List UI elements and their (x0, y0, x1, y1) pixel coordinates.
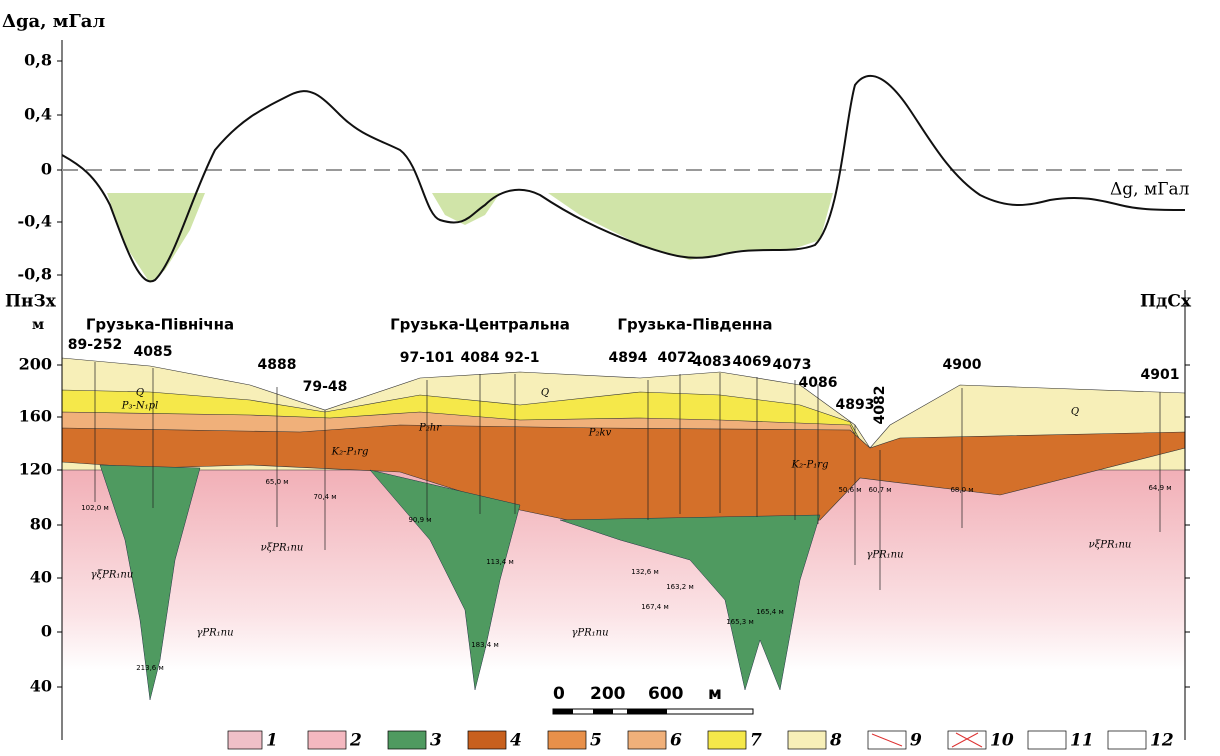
depth-label: 183,4 м (471, 641, 499, 649)
legend-swatch (388, 731, 426, 749)
well-label: 4083 (693, 354, 732, 370)
well-label: 4073 (773, 357, 812, 373)
negative-area (107, 193, 833, 283)
depth-label: 165,3 м (726, 618, 754, 626)
y-tick-label: 160 (19, 407, 52, 426)
depth-label: 167,4 м (641, 603, 669, 611)
y-tick-label: 0,8 (24, 51, 52, 70)
legend-number: 2 (349, 731, 362, 751)
rock-label: Q (541, 388, 549, 399)
well-label: 89-252 (68, 337, 123, 353)
scale-bar (553, 709, 753, 714)
y-tick-label: 200 (19, 355, 52, 374)
legend-swatch (788, 731, 826, 749)
rock-label: νξPR₁nu (261, 543, 304, 554)
legend-swatch (1108, 731, 1146, 749)
legend-number: 6 (670, 731, 682, 751)
depth-label: 165,4 м (756, 608, 784, 616)
legend-swatch (1028, 731, 1066, 749)
depth-label: 113,4 м (486, 558, 514, 566)
section: ПнЗх ПдСх м (5, 290, 1192, 740)
rock-label: Q (1071, 407, 1079, 418)
legend-swatch (548, 731, 586, 749)
y-tick-label: 40 (30, 568, 52, 587)
unit: м (32, 317, 44, 333)
rock-label: νξPR₁nu (1089, 540, 1132, 551)
depth-label: 68,0 м (950, 486, 973, 494)
legend-swatch (708, 731, 746, 749)
legend-number: 7 (750, 731, 762, 751)
y-tick-label: 0 (41, 160, 52, 179)
legend-number: 1 (266, 731, 278, 751)
well-label: 4893 (836, 397, 875, 413)
well-label: 4069 (733, 354, 772, 370)
well-label: 4894 (609, 350, 648, 366)
legend-number: 8 (829, 731, 842, 751)
rock-label: K₂-P₁rg (331, 447, 369, 458)
depth-label: 60,7 м (868, 486, 891, 494)
anomaly-curve (62, 76, 1185, 282)
y-tick-label: 80 (30, 515, 52, 534)
legend-number: 5 (590, 731, 602, 751)
legend-swatch (228, 731, 262, 749)
well-label: 92-1 (504, 350, 539, 366)
legend-swatch (308, 731, 346, 749)
depth-label: 64,9 м (1148, 484, 1171, 492)
scale-label: 600 (648, 684, 684, 704)
corner-label: ПдСх (1140, 292, 1192, 312)
depth-label: 163,2 м (666, 583, 694, 591)
deposit-name: Грузька-Північна (86, 316, 234, 334)
rock-label: γPR₁nu (571, 628, 608, 639)
well-label: 4086 (799, 375, 838, 391)
y-tick-label: -0,8 (18, 265, 52, 284)
depth-label: 50,6 м (838, 486, 861, 494)
curve-label: Δg, мГал (1110, 180, 1190, 200)
depth-label: 65,0 м (265, 478, 288, 486)
deposit-name: Грузька-Центральна (390, 316, 570, 334)
rock-label: γPR₁nu (196, 628, 233, 639)
corner-label: ПнЗх (5, 292, 57, 312)
scale-label: м (708, 684, 722, 704)
well-label: 4901 (1141, 367, 1180, 383)
legend-swatch (628, 731, 666, 749)
anomaly-graph: Δgа, мГал Δg, мГал (2, 11, 1190, 290)
rock-label: P₂hr (418, 423, 442, 434)
rock-label: P₂kv (588, 428, 612, 439)
legend-number: 12 (1150, 731, 1174, 751)
legend-number: 10 (990, 731, 1014, 751)
depth-label: 90,9 м (408, 516, 431, 524)
legend-number: 11 (1070, 731, 1094, 751)
depth-label: 70,4 м (313, 493, 336, 501)
rock-label: γPR₁nu (866, 550, 903, 561)
depth-label: 102,0 м (81, 504, 109, 512)
well-label: 4888 (258, 357, 297, 373)
y-tick-label: 0 (41, 622, 52, 641)
depth-label: 213,6 м (136, 664, 164, 672)
legend-number: 9 (910, 731, 922, 751)
well-label: 4084 (461, 350, 500, 366)
well-label: 79-48 (303, 379, 348, 395)
y-tick-label: 120 (19, 460, 52, 479)
rock-label: K₂-P₁rg (791, 460, 829, 471)
well-label: 4082 (872, 386, 888, 425)
rock-label: P₃-N₁pl (121, 401, 158, 412)
depth-label: 132,6 м (631, 568, 659, 576)
legend-number: 4 (510, 731, 522, 751)
y-tick-label: 0,4 (24, 105, 52, 124)
well-label: 4900 (943, 357, 982, 373)
legend-number: 3 (430, 731, 442, 751)
scale-label: 200 (590, 684, 626, 704)
deposit-name: Грузька-Південна (617, 316, 772, 334)
rock-label: Q (136, 388, 144, 399)
well-label: 97-101 (400, 350, 455, 366)
y-tick-label: -0,4 (18, 212, 52, 231)
figure: Δgа, мГал Δg, мГал ПнЗх ПдСх м 0,8 0,4 0 -0… (0, 0, 1220, 756)
axis-title: Δgа, мГал (2, 11, 105, 32)
y-tick-label: 40 (30, 677, 52, 696)
legend-swatch (468, 731, 506, 749)
well-label: 4085 (134, 344, 173, 360)
scale-label: 0 (553, 684, 565, 704)
rock-label: γξPR₁nu (91, 570, 134, 581)
well-label: 4072 (658, 350, 697, 366)
